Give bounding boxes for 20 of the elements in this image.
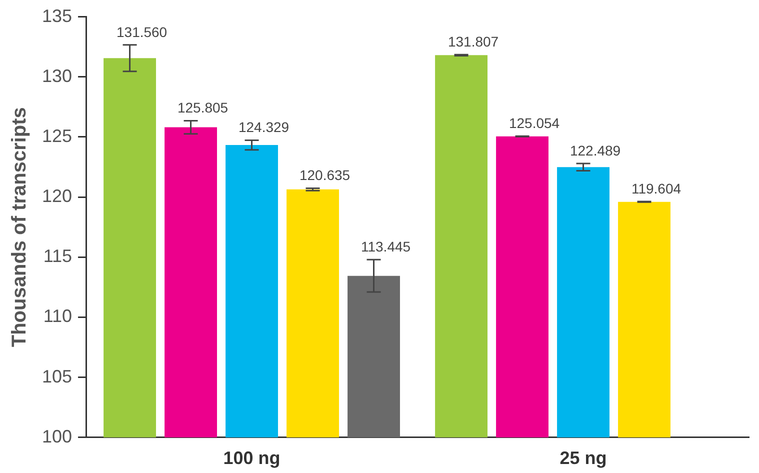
y-tick-label: 135 <box>42 6 72 26</box>
data-label: 125.054 <box>508 114 560 131</box>
y-tick-label: 125 <box>42 126 72 146</box>
y-tick-label: 115 <box>43 246 72 266</box>
data-label: 125.805 <box>177 100 228 116</box>
y-axis-title: Thousands of transcripts <box>8 107 31 348</box>
y-tick-label: 105 <box>42 366 72 386</box>
data-label: 122.489 <box>570 142 621 158</box>
data-label: 120.635 <box>299 167 350 184</box>
x-tick-label: 100 ng <box>223 448 280 468</box>
x-tick-label: 25 ng <box>560 448 607 468</box>
data-label: 119.604 <box>631 180 682 196</box>
y-tick-label: 110 <box>43 306 72 326</box>
y-tick-label: 100 <box>42 426 72 446</box>
data-label: 113.445 <box>360 238 411 254</box>
data-label: 124.329 <box>238 119 290 136</box>
y-tick-label: 120 <box>42 186 72 206</box>
y-tick-label: 130 <box>42 66 72 86</box>
data-label: 131.807 <box>448 33 499 50</box>
data-label: 131.560 <box>116 24 168 40</box>
